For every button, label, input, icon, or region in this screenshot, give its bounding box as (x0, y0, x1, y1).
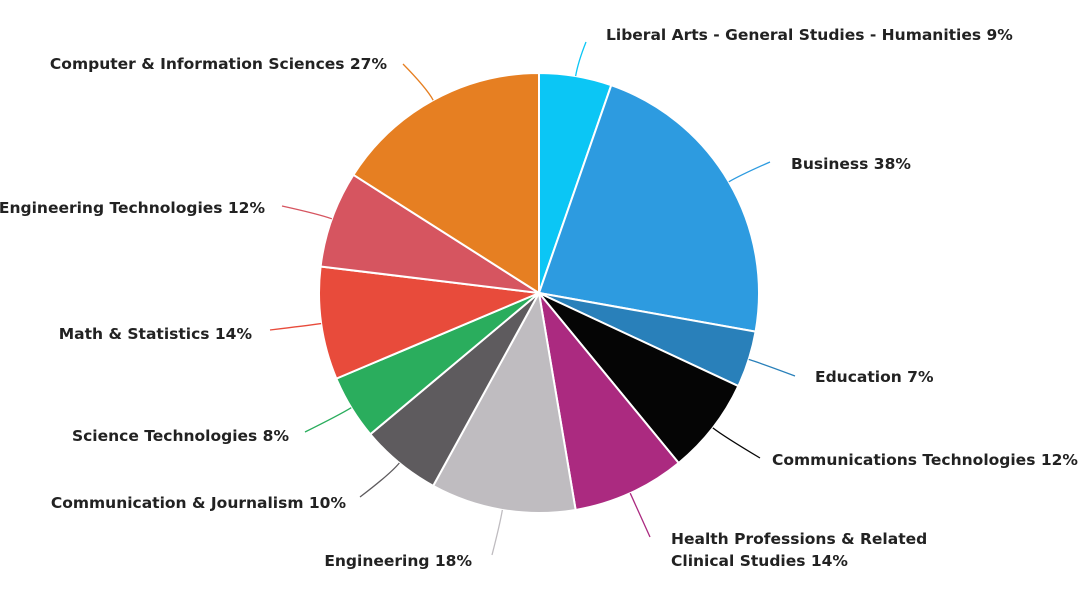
pie-slices (318, 71, 760, 515)
leader-line-6 (359, 462, 400, 498)
slice-label-1: Business 38% (791, 155, 911, 173)
leader-line-9 (281, 205, 333, 220)
leader-line-4 (629, 492, 651, 538)
slice-label-4: Health Professions & Related Clinical Stu… (671, 530, 927, 570)
slice-label-10: Computer & Information Sciences 27% (50, 55, 388, 73)
slice-label-4-line-1: Clinical Studies 14% (671, 552, 848, 570)
slice-labels: Liberal Arts - General Studies - Humanit… (0, 26, 1078, 570)
slice-label-2: Education 7% (815, 368, 934, 386)
leader-line-5 (491, 509, 504, 556)
leader-line-3 (712, 427, 761, 459)
slice-label-5: Engineering 18% (324, 552, 472, 570)
leader-line-2 (748, 358, 796, 377)
leader-line-8 (269, 322, 322, 331)
slice-label-7: Science Technologies 8% (72, 427, 290, 445)
slice-label-8: Math & Statistics 14% (59, 325, 253, 343)
leader-lines (269, 41, 796, 556)
leader-line-10 (402, 63, 434, 101)
slice-label-3: Communications Technologies 12% (772, 451, 1078, 469)
leader-line-1 (728, 161, 771, 183)
slice-label-9: Engineering Technologies 12% (0, 199, 265, 217)
pie-slice-4[interactable] (537, 289, 681, 512)
pie-slice-8[interactable] (318, 265, 543, 380)
pie-slice-5[interactable] (431, 289, 577, 515)
slice-label-6: Communication & Journalism 10% (51, 494, 347, 512)
leader-line-0 (574, 41, 587, 77)
slice-label-0: Liberal Arts - General Studies - Humanit… (606, 26, 1013, 44)
slice-label-4-line-0: Health Professions & Related (671, 530, 927, 548)
leader-line-7 (304, 407, 352, 433)
